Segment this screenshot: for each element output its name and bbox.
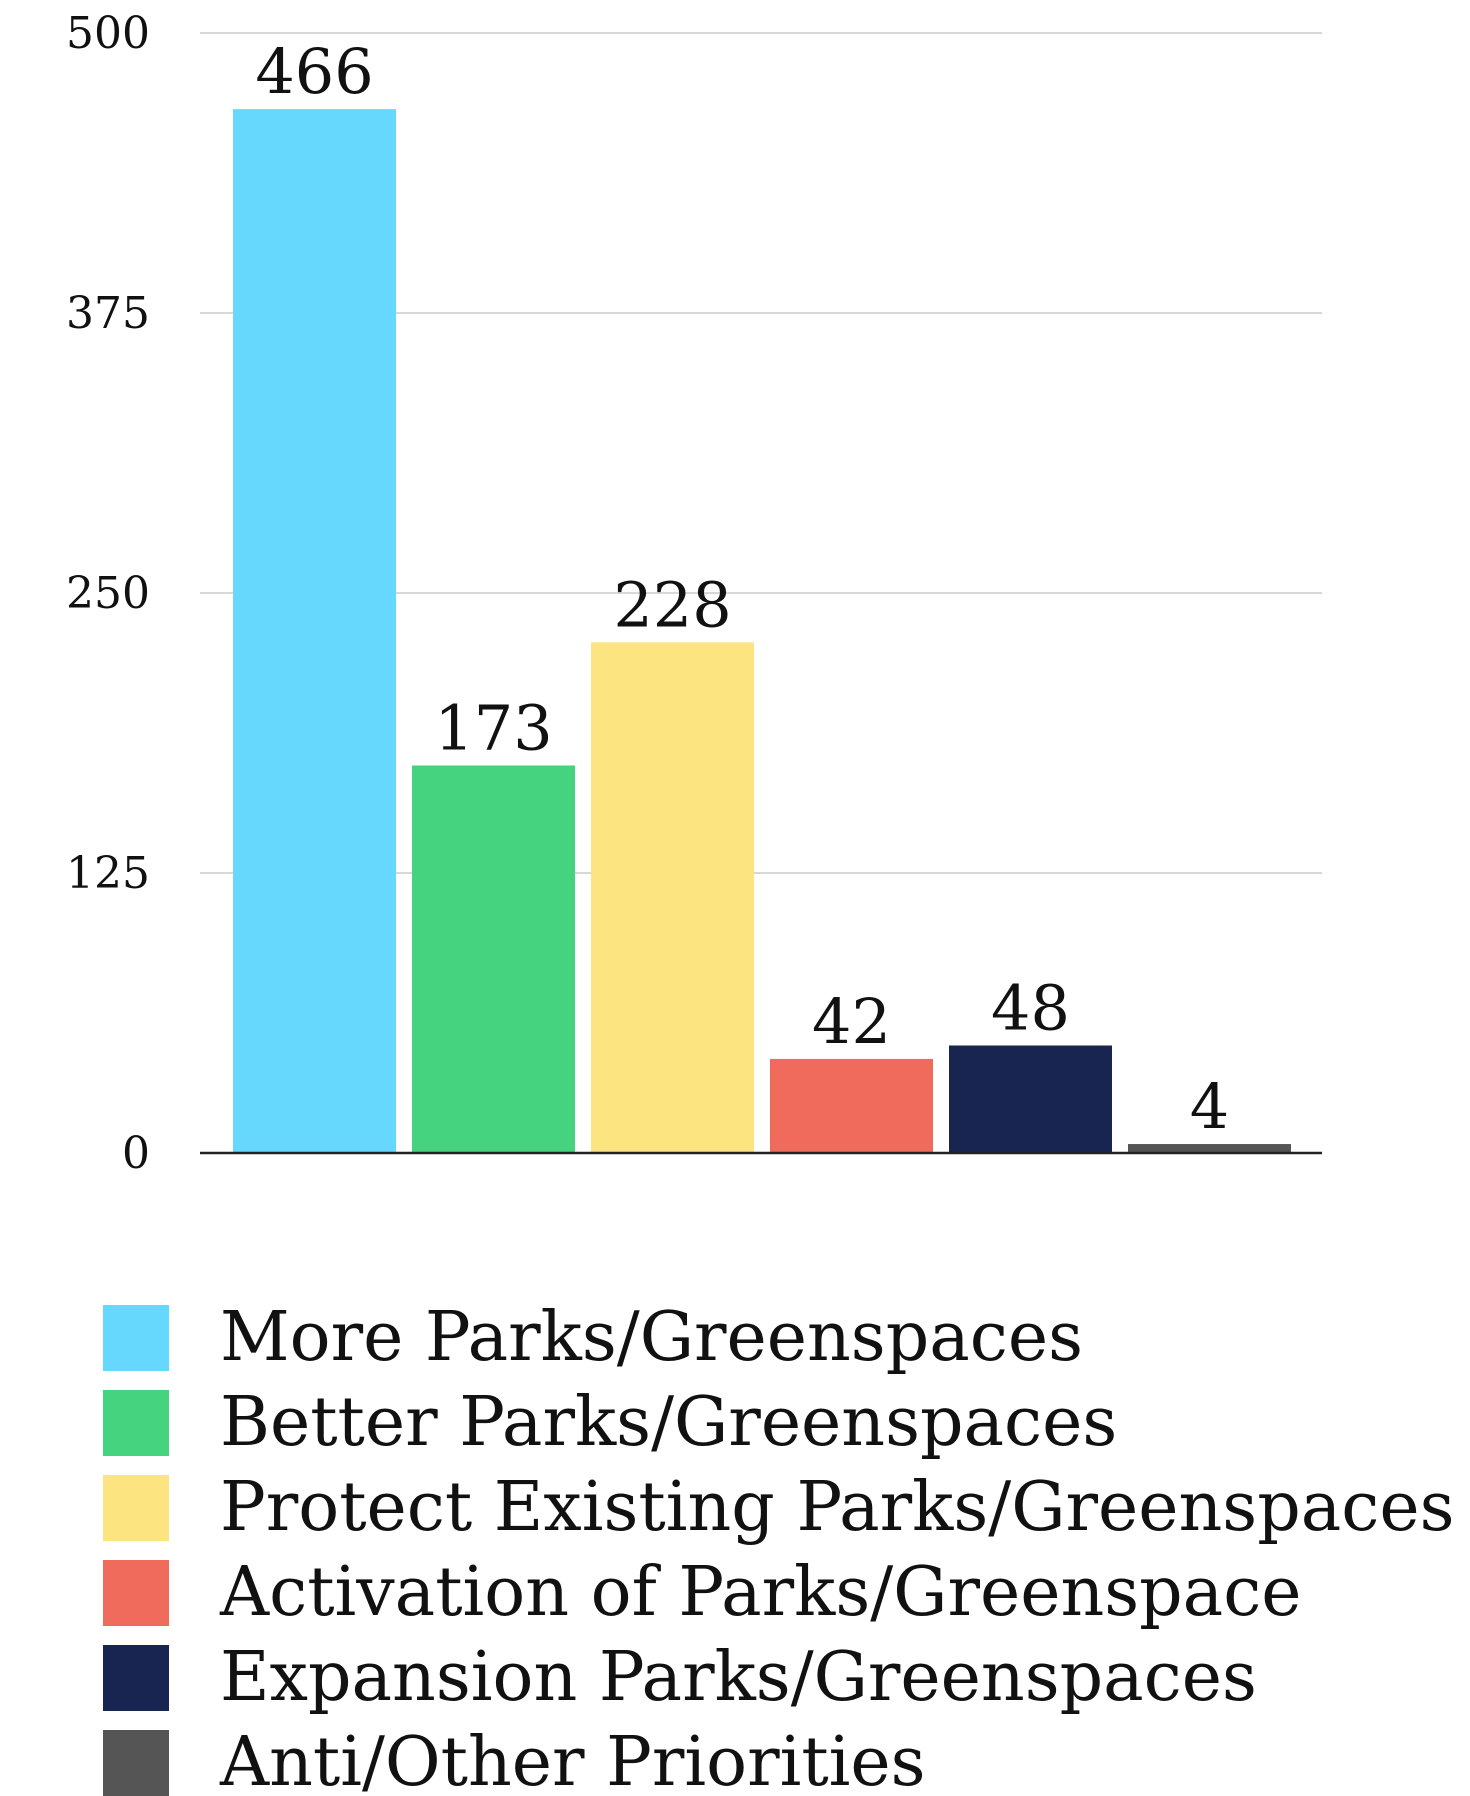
data-label: 228	[613, 568, 731, 641]
legend-swatch	[103, 1645, 169, 1711]
legend-swatch	[103, 1560, 169, 1626]
data-label: 42	[812, 985, 891, 1058]
y-tick-label: 125	[66, 848, 150, 899]
data-label: 466	[255, 35, 373, 108]
bar	[770, 1058, 933, 1153]
legend-label: Better Parks/Greenspaces	[220, 1383, 1117, 1462]
y-tick-label: 0	[122, 1128, 150, 1179]
bar	[1128, 1144, 1291, 1153]
data-label: 48	[991, 971, 1070, 1044]
legend-label: Expansion Parks/Greenspaces	[220, 1638, 1257, 1717]
y-tick-label: 250	[66, 568, 150, 619]
data-labels: 466 173 228 42 48 4	[255, 35, 1229, 1143]
legend-label: Anti/Other Priorities	[219, 1723, 926, 1796]
legend-swatch	[103, 1475, 169, 1541]
bar	[949, 1045, 1112, 1153]
legend-label: More Parks/Greenspaces	[220, 1298, 1083, 1377]
bars	[233, 109, 1291, 1153]
legend-swatch	[103, 1730, 169, 1796]
y-axis-ticks: 0 125 250 375 500	[66, 8, 150, 1179]
bar	[591, 642, 754, 1153]
data-label: 173	[434, 691, 552, 764]
legend-swatch	[103, 1305, 169, 1371]
legend-label: Protect Existing Parks/Greenspaces	[220, 1468, 1455, 1547]
legend-swatch	[103, 1390, 169, 1456]
y-tick-label: 375	[66, 288, 150, 339]
data-label: 4	[1190, 1070, 1229, 1143]
legend-label: Activation of Parks/Greenspace	[219, 1553, 1302, 1632]
bar	[233, 109, 396, 1153]
y-tick-label: 500	[66, 8, 150, 59]
bar	[412, 765, 575, 1153]
